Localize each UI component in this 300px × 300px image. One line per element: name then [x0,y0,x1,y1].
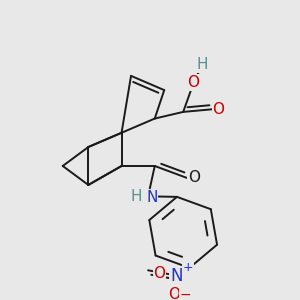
Text: H: H [196,57,208,72]
Text: N: N [146,190,158,205]
Text: O: O [188,170,200,185]
Text: H: H [130,189,142,204]
Text: N: N [170,267,183,285]
Text: −: − [179,288,191,300]
Text: O: O [187,75,199,90]
Text: O: O [154,266,166,280]
Text: O: O [212,102,224,117]
Text: +: + [183,261,193,274]
Text: O: O [168,286,180,300]
